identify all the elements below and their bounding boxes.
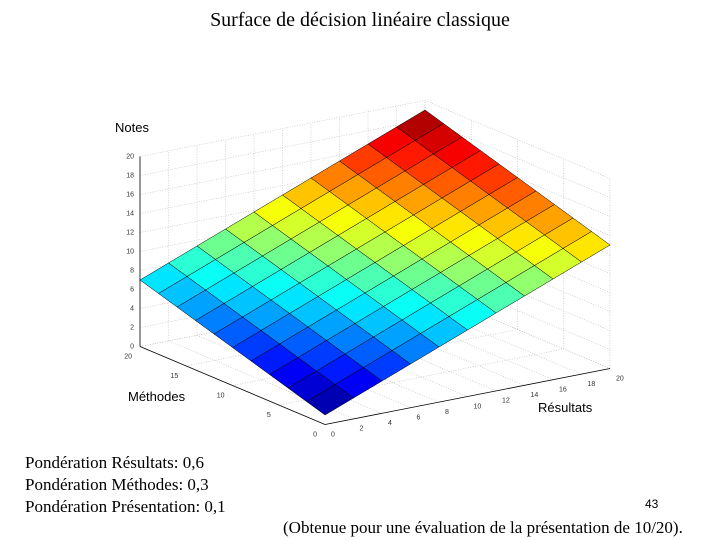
- z-tick-label: 14: [126, 210, 134, 217]
- x-tick-label: 10: [474, 403, 482, 410]
- axis-edge: [324, 368, 611, 425]
- text-line: Pondération Résultats: 0,6: [25, 453, 204, 472]
- z-tick-label: 10: [126, 248, 134, 255]
- x-axis-label: Résultats: [538, 400, 593, 415]
- y-tick-label: 15: [170, 373, 178, 380]
- z-axis-label: Notes: [115, 120, 149, 135]
- chart-title: Surface de décision linéaire classique: [210, 9, 510, 31]
- z-tick-label: 6: [130, 286, 134, 293]
- surface-cell: [306, 384, 354, 416]
- grid-line: [139, 138, 426, 195]
- y-tick-label: 20: [124, 353, 132, 360]
- z-tick-label: 12: [126, 229, 134, 236]
- z-tick-label: 20: [126, 153, 134, 160]
- y-tick-label: 10: [217, 392, 225, 399]
- x-tick-label: 8: [445, 409, 449, 416]
- y-axis-label: Méthodes: [128, 389, 186, 404]
- grid-line: [139, 157, 426, 214]
- text-line: Pondération Méthodes: 0,3: [25, 475, 209, 494]
- z-tick-label: 2: [130, 324, 134, 331]
- page-number: 43: [645, 497, 659, 511]
- grid-line: [424, 100, 611, 179]
- footnote: (Obtenue pour une évaluation de la prése…: [283, 518, 683, 537]
- x-tick-label: 14: [531, 392, 539, 399]
- z-tick-label: 8: [130, 267, 134, 274]
- plot: 0 2 4 6 8 10 12 14 16 18 20 0 5 10 15 20 0 2 4 6 8 10 12 14 16 18…: [124, 100, 624, 438]
- grid-line: [367, 301, 554, 380]
- x-tick-label: 12: [502, 398, 510, 405]
- text-line: Pondération Présentation: 0,1: [25, 497, 226, 516]
- y-tick-label: 5: [267, 412, 271, 419]
- grid-line: [139, 100, 426, 157]
- x-tick-label: 18: [588, 381, 596, 388]
- grid-line: [396, 295, 582, 375]
- x-tick-label: 4: [388, 420, 392, 427]
- x-tick-label: 0: [331, 431, 335, 438]
- y-tick-label: 0: [313, 431, 317, 438]
- z-tick-label: 16: [126, 191, 134, 198]
- axis-edge: [139, 346, 326, 425]
- grid-line: [139, 119, 426, 176]
- x-tick-label: 16: [559, 387, 567, 394]
- x-tick-label: 6: [417, 415, 421, 422]
- x-tick-label: 20: [616, 375, 624, 382]
- x-tick-label: 2: [360, 426, 364, 433]
- z-tick-label: 4: [130, 305, 134, 312]
- z-tick-label: 0: [130, 343, 134, 350]
- z-tick-label: 18: [126, 172, 134, 179]
